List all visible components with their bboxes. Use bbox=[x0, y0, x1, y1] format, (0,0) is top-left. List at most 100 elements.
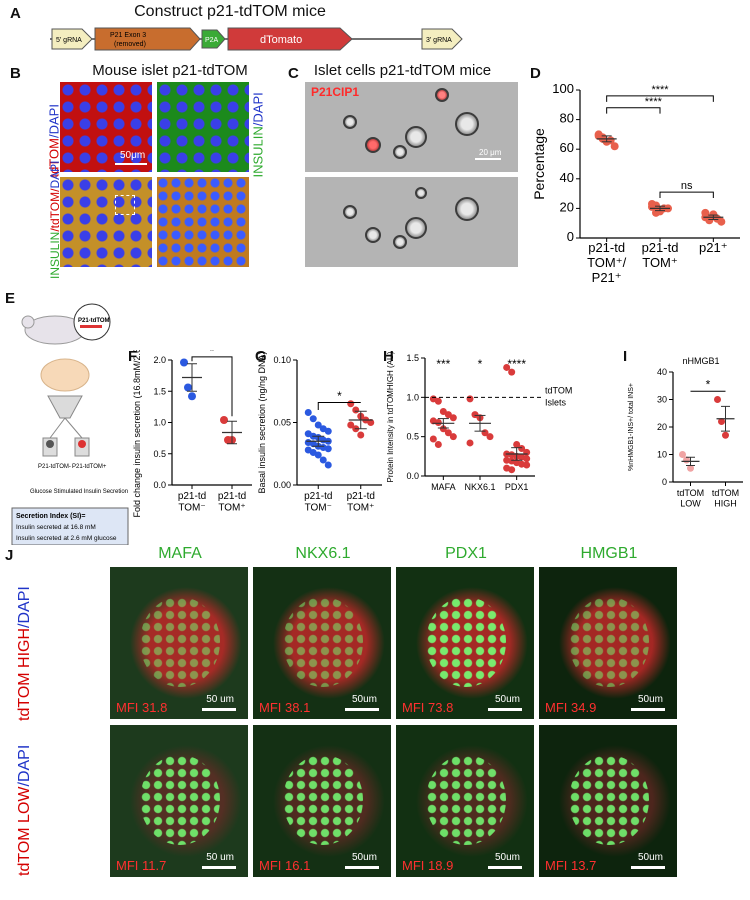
j-mfi: MFI 38.1 bbox=[259, 700, 311, 715]
scalebar-b bbox=[115, 163, 147, 165]
sig-label: **** bbox=[507, 357, 526, 371]
y-tick-label: 20 bbox=[560, 199, 574, 214]
j-col-mafa: MAFA bbox=[158, 545, 202, 562]
y-tick-label: 1.5 bbox=[406, 353, 419, 363]
x-tick-label: MAFA bbox=[431, 482, 456, 492]
j-tile-1-3: MFI 13.7 50um bbox=[539, 725, 677, 877]
x-tick-label: p21-td bbox=[347, 491, 375, 502]
y-tick-label: 1.5 bbox=[153, 386, 166, 396]
sig-label: **** bbox=[651, 84, 669, 96]
panel-label-d: D bbox=[530, 65, 541, 82]
j-mfi: MFI 16.1 bbox=[259, 858, 311, 873]
y-axis-label: Fold change insulin secretion (16.8mM/2.… bbox=[132, 350, 142, 518]
y-tick-label: 0.0 bbox=[406, 471, 419, 481]
y-axis-label: %nHMGB1-INS+/ total INS+ bbox=[628, 383, 635, 471]
sig-bracket bbox=[317, 402, 361, 410]
data-point bbox=[687, 464, 694, 472]
j-scalebar bbox=[345, 708, 379, 711]
y-tick-label: 60 bbox=[560, 140, 574, 155]
data-point bbox=[444, 429, 452, 437]
chart-i: nHMGB1 0 10 20 30 40 %nHMGB1-INS+/ total INS+… bbox=[628, 356, 743, 508]
chart-f: 0.0 0.5 1.0 1.5 2.0 Fold change insulin secre… bbox=[132, 350, 252, 518]
x-tick-label: TOM⁻ bbox=[305, 503, 332, 514]
panel-label-a: A bbox=[10, 5, 21, 22]
panel-label-c: C bbox=[288, 65, 299, 82]
j-mfi: MFI 34.9 bbox=[545, 700, 597, 715]
y-tick-label: 0.0 bbox=[153, 480, 166, 490]
y-tick-label: 0.10 bbox=[273, 355, 291, 365]
panel-label-h: H bbox=[383, 348, 394, 365]
data-point bbox=[717, 217, 726, 226]
data-point bbox=[439, 407, 447, 415]
j-col-nkx: NKX6.1 bbox=[295, 545, 351, 562]
data-point bbox=[324, 445, 332, 453]
e-box-num: Insulin secreted at 16.8 mM bbox=[16, 524, 96, 531]
data-point bbox=[701, 208, 710, 217]
j-tile-0-0: MFI 31.8 50 um bbox=[110, 567, 248, 719]
data-point bbox=[429, 435, 437, 443]
data-point bbox=[304, 409, 312, 416]
x-tick-label: TOM⁺ bbox=[218, 503, 245, 514]
chart-i-title: nHMGB1 bbox=[682, 356, 719, 366]
data-point bbox=[347, 421, 355, 429]
e-tube2: P21-tdTOM+ bbox=[72, 464, 107, 470]
x-tick-label: tdTOM bbox=[677, 488, 704, 498]
y-axis-label: Protein Intensity in tdTOMHIGH (AU) bbox=[386, 351, 395, 482]
x-tick-label: P21⁺ bbox=[592, 270, 622, 285]
panel-label-f: F bbox=[128, 348, 138, 365]
panel-e-schematic: P21-tdTOM P21-tdTOM- P21-tdTOM+ Glucose … bbox=[11, 303, 129, 545]
y-tick-label: 2.0 bbox=[153, 355, 166, 365]
img-b-insulin bbox=[157, 82, 249, 172]
zoom-box bbox=[115, 195, 135, 215]
sig-label: **** bbox=[645, 96, 663, 108]
data-point bbox=[471, 411, 479, 419]
j-scale-label: 50um bbox=[494, 694, 520, 705]
x-tick-label: p21-td bbox=[218, 491, 246, 502]
y-tick-label: 1.0 bbox=[153, 418, 166, 428]
img-b-merge bbox=[60, 177, 152, 267]
data-point bbox=[518, 444, 526, 452]
j-col-pdx: PDX1 bbox=[445, 545, 487, 562]
data-point bbox=[648, 199, 656, 208]
y-tick-label: 0.00 bbox=[273, 480, 291, 490]
data-point bbox=[434, 397, 442, 405]
sig-bracket bbox=[606, 107, 661, 114]
data-point bbox=[610, 142, 619, 151]
j-scale-label: 50um bbox=[637, 694, 663, 705]
data-point bbox=[523, 461, 531, 469]
scale-b: 50μm bbox=[120, 150, 146, 161]
data-point bbox=[184, 383, 192, 392]
e-box-title: Secretion Index (SI)= bbox=[16, 513, 85, 520]
panel-label-j: J bbox=[5, 547, 14, 564]
j-scale-label: 50 um bbox=[206, 694, 234, 705]
label-c: P21CIP1 bbox=[311, 85, 360, 99]
sig-label: *** bbox=[436, 357, 450, 371]
x-tick-label: LOW bbox=[680, 498, 701, 508]
x-tick-label: p21-td bbox=[642, 240, 679, 255]
j-scalebar bbox=[631, 866, 665, 869]
x-tick-label: HIGH bbox=[714, 498, 737, 508]
x-tick-label: NKX6.1 bbox=[464, 482, 495, 492]
data-point bbox=[486, 433, 494, 441]
j-mfi: MFI 18.9 bbox=[402, 858, 454, 873]
data-point bbox=[523, 455, 531, 463]
panel-label-e: E bbox=[5, 290, 16, 307]
j-tile-0-2: MFI 73.8 50um bbox=[396, 567, 534, 719]
x-tick-label: TOM⁺/ bbox=[587, 255, 627, 270]
data-point bbox=[513, 441, 521, 449]
data-point bbox=[652, 208, 660, 217]
sig-label: * bbox=[337, 389, 342, 403]
sig-label: * bbox=[478, 357, 483, 371]
data-point bbox=[705, 214, 714, 223]
y-tick-label: 0 bbox=[567, 229, 574, 244]
scale-c: 20 μm bbox=[479, 148, 502, 157]
data-point bbox=[347, 400, 355, 408]
j-tile-0-1: MFI 38.1 50um bbox=[253, 567, 391, 719]
y-axis-label: Basal insulin secretion (ng/ng DNA) bbox=[257, 351, 267, 493]
y-axis-label: Percentage bbox=[531, 128, 547, 200]
sig-label: * bbox=[210, 350, 215, 358]
x-tick-label: tdTOM bbox=[712, 488, 739, 498]
label-b-bl: INSULIN/tdTOM/DAPI bbox=[48, 160, 62, 279]
j-scalebar bbox=[631, 708, 665, 711]
data-point bbox=[319, 456, 327, 464]
